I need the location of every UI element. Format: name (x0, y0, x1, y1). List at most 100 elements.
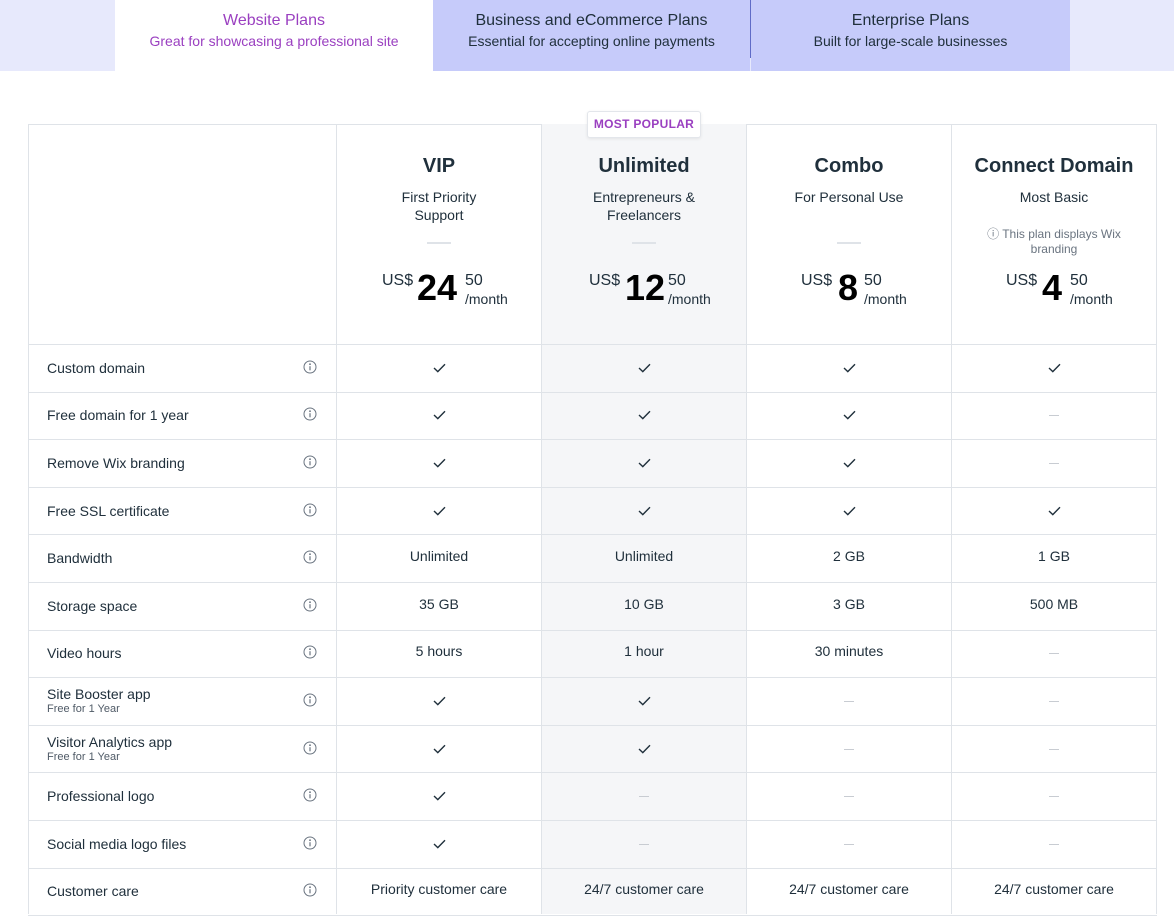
plan-name: Connect Domain (974, 155, 1134, 177)
plan-column-connect-domain (951, 124, 1157, 914)
plan-tagline: Entrepreneurs & Freelancers (593, 189, 695, 223)
tab-subtitle: Built for large-scale businesses (813, 33, 1008, 49)
not-included-dash (747, 787, 951, 803)
not-included-dash (952, 406, 1156, 422)
divider (427, 242, 451, 244)
plan-price: US$ 12 50 /month (542, 268, 746, 312)
feature-value: 10 GB (624, 596, 664, 612)
plan-price: US$ 24 50 /month (337, 268, 541, 312)
check-icon (747, 502, 951, 518)
row-divider (28, 677, 1157, 678)
info-icon[interactable] (303, 455, 317, 469)
tab-website-plans[interactable]: Website Plans Great for showcasing a pro… (115, 0, 433, 71)
feature-value: 24/7 customer care (994, 881, 1114, 897)
feature-label: Site Booster app (47, 686, 151, 702)
check-icon (337, 740, 541, 756)
check-icon (747, 406, 951, 422)
not-included-dash (952, 692, 1156, 708)
check-icon (747, 359, 951, 375)
info-icon[interactable] (303, 360, 317, 374)
info-icon[interactable] (303, 883, 317, 897)
price-period: /month (864, 291, 907, 307)
row-divider (28, 630, 1157, 631)
plan-price: US$ 8 50 /month (747, 268, 951, 312)
feature-label: Customer care (47, 883, 139, 899)
info-icon[interactable] (303, 407, 317, 421)
info-icon[interactable] (303, 693, 317, 707)
plan-category-tabs: Website Plans Great for showcasing a pro… (0, 0, 1174, 71)
info-icon: ⓘ (987, 227, 1000, 241)
most-popular-badge: MOST POPULAR (587, 111, 701, 138)
tab-business-ecommerce-plans[interactable]: Business and eCommerce Plans Essential f… (433, 0, 750, 71)
row-divider (28, 392, 1157, 393)
price-cents: 50 (465, 272, 483, 289)
info-icon[interactable] (303, 503, 317, 517)
check-icon (337, 454, 541, 470)
plan-name: VIP (422, 155, 456, 177)
currency: US$ (801, 272, 833, 289)
feature-value: 35 GB (419, 596, 459, 612)
row-divider (28, 725, 1157, 726)
feature-value: 24/7 customer care (789, 881, 909, 897)
price-dollars: 8 (838, 267, 859, 308)
plan-name: Combo (814, 155, 884, 177)
price-period: /month (1070, 291, 1113, 307)
check-icon (542, 454, 746, 470)
price-dollars: 24 (417, 267, 458, 308)
row-divider (28, 582, 1157, 583)
info-icon[interactable] (303, 550, 317, 564)
not-included-dash (747, 835, 951, 851)
not-included-dash (952, 835, 1156, 851)
feature-sublabel: Free for 1 Year (47, 703, 120, 715)
tab-enterprise-plans[interactable]: Enterprise Plans Built for large-scale b… (751, 0, 1070, 71)
branding-note-text: This plan displays Wix branding (1002, 227, 1121, 256)
tab-subtitle: Great for showcasing a professional site (149, 33, 399, 49)
info-icon[interactable] (303, 836, 317, 850)
info-icon[interactable] (303, 645, 317, 659)
tab-title: Enterprise Plans (851, 12, 970, 29)
info-icon[interactable] (303, 598, 317, 612)
check-icon (337, 692, 541, 708)
check-icon (542, 502, 746, 518)
info-icon[interactable] (303, 741, 317, 755)
price-cents: 50 (1070, 272, 1088, 289)
not-included-dash (952, 454, 1156, 470)
feature-value: 5 hours (415, 643, 463, 659)
plan-header-combo: Combo For Personal Use US$ 8 50 /month (747, 124, 951, 345)
feature-value: Unlimited (614, 548, 674, 564)
row-divider (28, 487, 1157, 488)
plan-tagline: First Priority Support (401, 189, 477, 223)
currency: US$ (589, 272, 621, 289)
currency: US$ (382, 272, 414, 289)
price-dollars: 12 (625, 267, 666, 308)
price-cents: 50 (864, 272, 882, 289)
check-icon (337, 835, 541, 851)
tab-title: Website Plans (223, 12, 325, 29)
not-included-dash (747, 692, 951, 708)
not-included-dash (747, 740, 951, 756)
check-icon (337, 359, 541, 375)
plan-tagline: Most Basic (1019, 189, 1089, 205)
feature-label: Bandwidth (47, 550, 113, 566)
tab-divider (750, 0, 751, 58)
row-divider (28, 915, 1157, 916)
feature-label: Social media logo files (47, 836, 187, 852)
check-icon (337, 406, 541, 422)
feature-value: 24/7 customer care (584, 881, 704, 897)
info-icon[interactable] (303, 788, 317, 802)
currency: US$ (1006, 272, 1038, 289)
feature-label: Professional logo (47, 788, 155, 804)
feature-value: Unlimited (409, 548, 469, 564)
branding-note: ⓘ This plan displays Wix branding (972, 227, 1136, 257)
feature-label: Visitor Analytics app (47, 734, 173, 750)
plan-column-vip (336, 124, 541, 914)
check-icon (337, 787, 541, 803)
price-cents: 50 (668, 272, 686, 289)
row-divider (28, 772, 1157, 773)
check-icon (952, 359, 1156, 375)
feature-value: 2 GB (833, 548, 865, 564)
tab-subtitle: Essential for accepting online payments (468, 33, 715, 49)
not-included-dash (952, 740, 1156, 756)
check-icon (542, 740, 746, 756)
divider (837, 242, 861, 244)
